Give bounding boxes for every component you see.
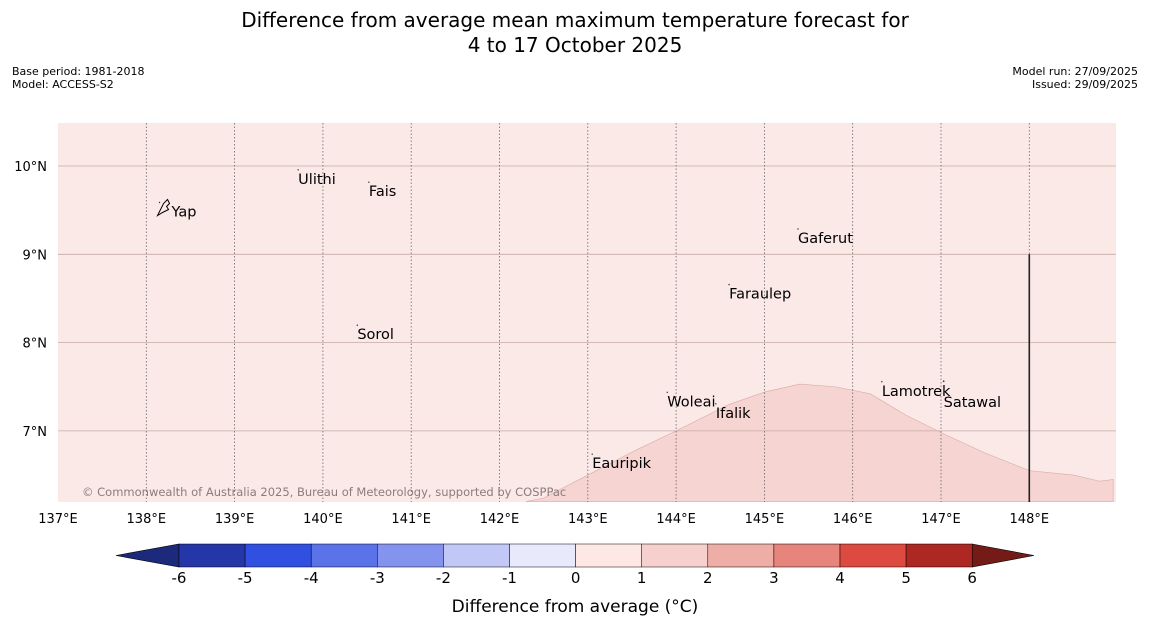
colorbar-bin <box>641 543 709 568</box>
colorbar-bin <box>707 543 775 568</box>
place-label-lamotrek: Lamotrek <box>882 384 951 400</box>
place-marker <box>158 201 161 204</box>
colorbar-tick-label: -3 <box>370 569 385 587</box>
warm-anomaly-area <box>525 383 1114 502</box>
place-label-faraulep: Faraulep <box>729 287 791 303</box>
colorbar-bin <box>310 543 378 568</box>
lon-label: 138°E <box>127 512 167 527</box>
copyright-text: © Commonwealth of Australia 2025, Bureau… <box>82 485 566 499</box>
colorbar-tick-label: -5 <box>238 569 253 587</box>
place-label-sorol: Sorol <box>357 327 394 343</box>
lat-label: 10°N <box>14 160 47 175</box>
place-label-fais: Fais <box>369 184 396 200</box>
yap-island-outline <box>156 198 171 217</box>
run-info-left: Base period: 1981-2018 Model: ACCESS-S2 <box>12 65 144 91</box>
colorbar-tick-label: 5 <box>901 569 911 587</box>
run-info-right: Model run: 27/09/2025 Issued: 29/09/2025 <box>1012 65 1138 91</box>
colorbar-bin <box>839 543 907 568</box>
colorbar-low-extension <box>115 543 180 568</box>
place-label-eauripik: Eauripik <box>592 456 651 472</box>
colorbar-bin <box>575 543 642 568</box>
colorbar-tick-label: 1 <box>637 569 647 587</box>
lon-label: 137°E <box>38 512 78 527</box>
place-marker <box>368 181 370 183</box>
title-line-2: 4 to 17 October 2025 <box>467 33 683 57</box>
lon-label: 147°E <box>921 512 961 527</box>
place-marker <box>881 381 883 383</box>
title-line-1: Difference from average mean maximum tem… <box>241 8 909 32</box>
colorbar-bin <box>443 543 510 568</box>
lon-label: 142°E <box>480 512 520 527</box>
colorbar-bin <box>905 543 973 568</box>
lon-label: 145°E <box>745 512 785 527</box>
colorbar-bin <box>773 543 841 568</box>
colorbar-bin <box>377 543 444 568</box>
lat-label: 8°N <box>23 337 48 352</box>
colorbar-tick-label: 3 <box>769 569 779 587</box>
colorbar-bin <box>509 543 576 568</box>
colorbar-tick-label: 4 <box>835 569 845 587</box>
colorbar-high-extension <box>971 543 1035 568</box>
colorbar-tick-label: -1 <box>502 569 517 587</box>
islet-marker <box>942 380 945 383</box>
colorbar-tick-label: 2 <box>703 569 713 587</box>
lon-label: 146°E <box>833 512 873 527</box>
place-marker <box>942 392 945 394</box>
colorbar-tick-label: 0 <box>571 569 581 587</box>
place-marker <box>591 453 593 455</box>
lon-label: 143°E <box>568 512 608 527</box>
place-label-yap: Yap <box>171 205 197 221</box>
lon-label: 144°E <box>656 512 696 527</box>
place-marker <box>797 228 799 230</box>
place-marker <box>356 324 359 326</box>
place-label-satawal: Satawal <box>944 395 1001 411</box>
model-run: Model run: 27/09/2025 <box>1012 65 1138 78</box>
issued-date: Issued: 29/09/2025 <box>1031 78 1138 91</box>
lon-label: 140°E <box>303 512 343 527</box>
place-marker <box>297 169 299 171</box>
colorbar-tick-label: -6 <box>172 569 187 587</box>
colorbar-bin <box>244 543 312 568</box>
lon-label: 148°E <box>1010 512 1050 527</box>
lon-label: 141°E <box>391 512 431 527</box>
place-marker <box>728 283 730 286</box>
lat-label: 9°N <box>23 248 48 263</box>
place-label-woleai: Woleai <box>667 394 715 410</box>
base-period: Base period: 1981-2018 <box>12 65 145 78</box>
place-label-ifalik: Ifalik <box>716 406 751 422</box>
model-name: Model: ACCESS-S2 <box>12 78 114 91</box>
lon-label: 139°E <box>215 512 255 527</box>
place-marker <box>666 391 668 394</box>
colorbar-label: Difference from average (°C) <box>452 597 699 617</box>
colorbar-tick-label: -4 <box>304 569 319 587</box>
colorbar-tick-label: -2 <box>436 569 451 587</box>
colorbar-bin <box>178 543 246 568</box>
place-label-ulithi: Ulithi <box>298 172 336 188</box>
place-label-gaferut: Gaferut <box>798 231 853 247</box>
place-marker <box>715 403 717 405</box>
lat-label: 7°N <box>23 425 48 440</box>
colorbar-tick-label: 6 <box>967 569 977 587</box>
map-title: Difference from average mean maximum tem… <box>0 8 1150 58</box>
